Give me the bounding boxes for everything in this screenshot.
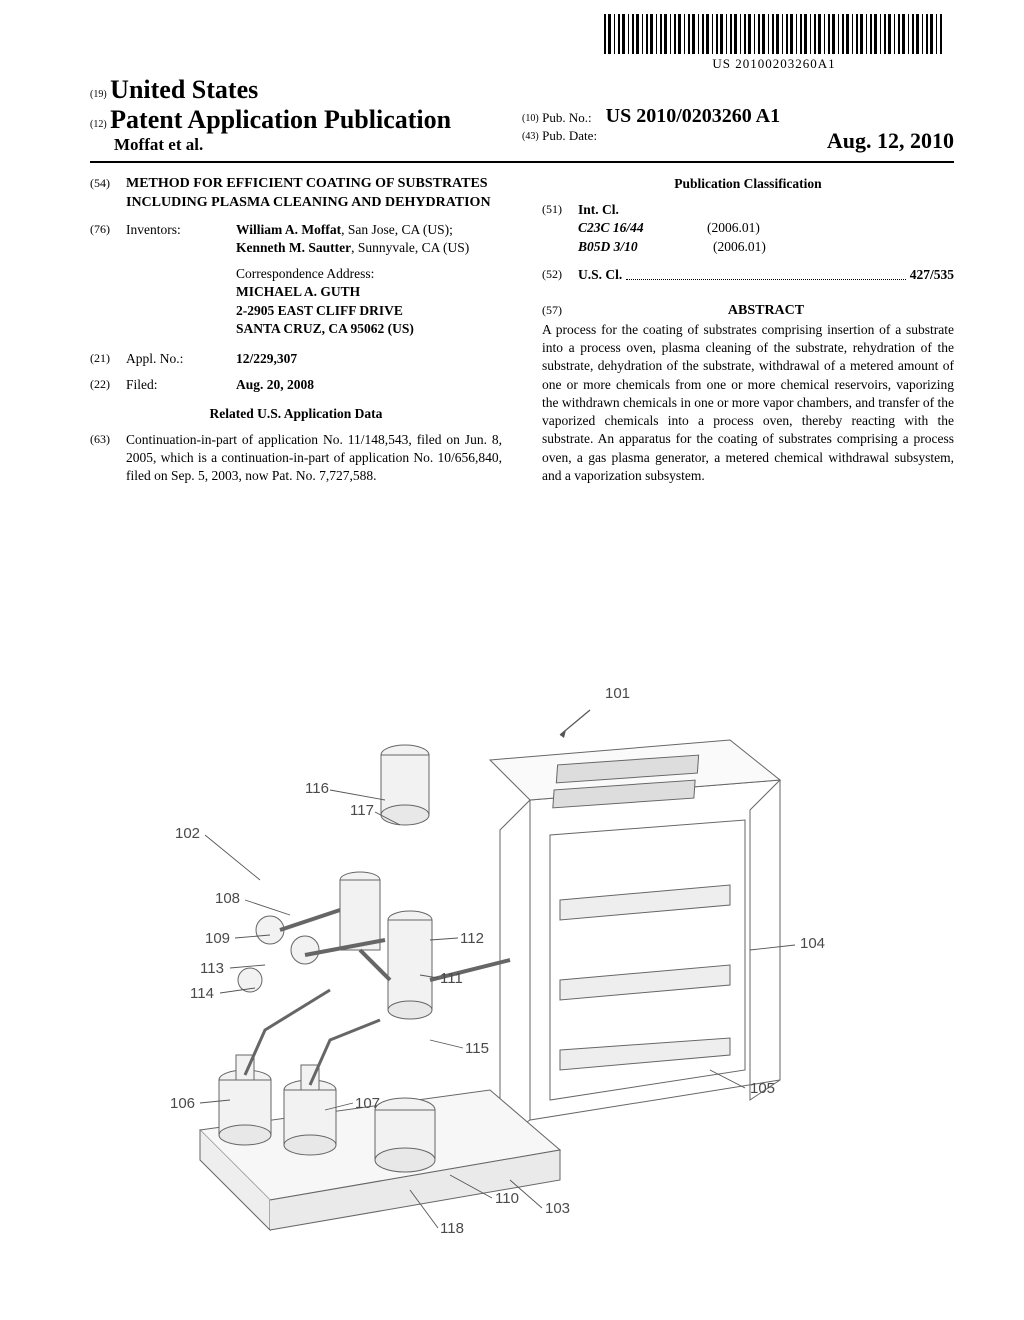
pub-no-label: Pub. No.: bbox=[542, 110, 591, 125]
document-header: (19) United States (12) Patent Applicati… bbox=[90, 75, 954, 155]
inventors-field-num: (76) bbox=[90, 221, 126, 257]
abstract-num: (57) bbox=[542, 302, 578, 321]
intcl-year-1: (2006.01) bbox=[707, 220, 760, 235]
appl-no-value: 12/229,307 bbox=[236, 350, 502, 368]
uscl-num: (52) bbox=[542, 266, 578, 284]
title-field-num: (54) bbox=[90, 175, 126, 213]
figure-ref-103: 103 bbox=[545, 1200, 570, 1217]
figure-ref-107: 107 bbox=[355, 1095, 380, 1112]
inventors-value: William A. Moffat, San Jose, CA (US); Ke… bbox=[236, 221, 502, 257]
figure-ref-111: 111 bbox=[440, 970, 463, 987]
figure-ref-102: 102 bbox=[175, 825, 200, 842]
intcl-year-2: (2006.01) bbox=[713, 239, 766, 254]
figure-ref-113: 113 bbox=[200, 960, 224, 977]
figure-ref-115: 115 bbox=[465, 1040, 489, 1057]
country-name: United States bbox=[110, 75, 258, 104]
pub-date-label: Pub. Date: bbox=[542, 128, 597, 143]
correspondence-name: MICHAEL A. GUTH bbox=[236, 283, 502, 301]
figure-ref-109: 109 bbox=[205, 930, 230, 947]
patent-figure: 101 102 103 104 105 106 107 108 109 110 111 112 113 1… bbox=[130, 680, 890, 1290]
figure-ref-108: 108 bbox=[215, 890, 240, 907]
figure-ref-110: 110 bbox=[495, 1190, 519, 1207]
barcode-block: US 20100203260A1 bbox=[604, 14, 944, 72]
filed-value: Aug. 20, 2008 bbox=[236, 376, 502, 394]
figure-ref-106: 106 bbox=[170, 1095, 195, 1112]
abstract-header: ABSTRACT bbox=[578, 302, 954, 321]
inventors-label: Inventors: bbox=[126, 221, 236, 257]
appl-no-num: (21) bbox=[90, 350, 126, 368]
figure-ref-116: 116 bbox=[305, 780, 329, 797]
bibliographic-columns: (54) METHOD FOR EFFICIENT COATING OF SUB… bbox=[90, 175, 954, 493]
right-column: Publication Classification (51) Int. Cl.… bbox=[542, 175, 954, 493]
correspondence-label: Correspondence Address: bbox=[236, 265, 502, 283]
filed-label: Filed: bbox=[126, 376, 236, 394]
pub-date-value: Aug. 12, 2010 bbox=[827, 128, 954, 154]
uscl-value: 427/535 bbox=[910, 266, 954, 284]
continuation-num: (63) bbox=[90, 431, 126, 486]
correspondence-addr2: SANTA CRUZ, CA 95062 (US) bbox=[236, 320, 502, 338]
related-data-header: Related U.S. Application Data bbox=[90, 405, 502, 423]
intcl-code-1: C23C 16/44 bbox=[578, 220, 644, 235]
pub-no-value: US 2010/0203260 A1 bbox=[606, 105, 780, 127]
left-column: (54) METHOD FOR EFFICIENT COATING OF SUB… bbox=[90, 175, 502, 493]
uscl-label: U.S. Cl. bbox=[578, 266, 622, 284]
header-divider bbox=[90, 161, 954, 163]
classification-header: Publication Classification bbox=[542, 175, 954, 193]
figure-ref-105: 105 bbox=[750, 1080, 775, 1097]
filed-num: (22) bbox=[90, 376, 126, 394]
pub-type-num: (12) bbox=[90, 119, 107, 130]
appl-no-label: Appl. No.: bbox=[126, 350, 236, 368]
author-names: Moffat et al. bbox=[114, 135, 203, 154]
intcl-num: (51) bbox=[542, 201, 578, 256]
barcode-number: US 20100203260A1 bbox=[604, 56, 944, 72]
figure-ref-117: 117 bbox=[350, 802, 374, 819]
country-code-num: (19) bbox=[90, 89, 107, 100]
intcl-code-2: B05D 3/10 bbox=[578, 239, 638, 254]
invention-title: METHOD FOR EFFICIENT COATING OF SUBSTRAT… bbox=[126, 175, 502, 213]
correspondence-addr1: 2-2905 EAST CLIFF DRIVE bbox=[236, 302, 502, 320]
barcode-graphic bbox=[604, 14, 944, 54]
uscl-dots bbox=[626, 266, 905, 280]
figure-ref-101: 101 bbox=[605, 685, 630, 702]
figure-ref-114: 114 bbox=[190, 985, 214, 1002]
figure-ref-118: 118 bbox=[440, 1220, 464, 1237]
correspondence-block: Correspondence Address: MICHAEL A. GUTH … bbox=[236, 265, 502, 338]
figure-ref-104: 104 bbox=[800, 935, 825, 952]
intcl-label: Int. Cl. bbox=[578, 201, 766, 219]
figure-ref-112: 112 bbox=[460, 930, 484, 947]
continuation-text: Continuation-in-part of application No. … bbox=[126, 431, 502, 486]
pub-no-num: (10) bbox=[522, 113, 539, 124]
publication-type: Patent Application Publication bbox=[110, 105, 451, 134]
pub-date-num: (43) bbox=[522, 131, 539, 142]
abstract-text: A process for the coating of substrates … bbox=[542, 321, 954, 485]
